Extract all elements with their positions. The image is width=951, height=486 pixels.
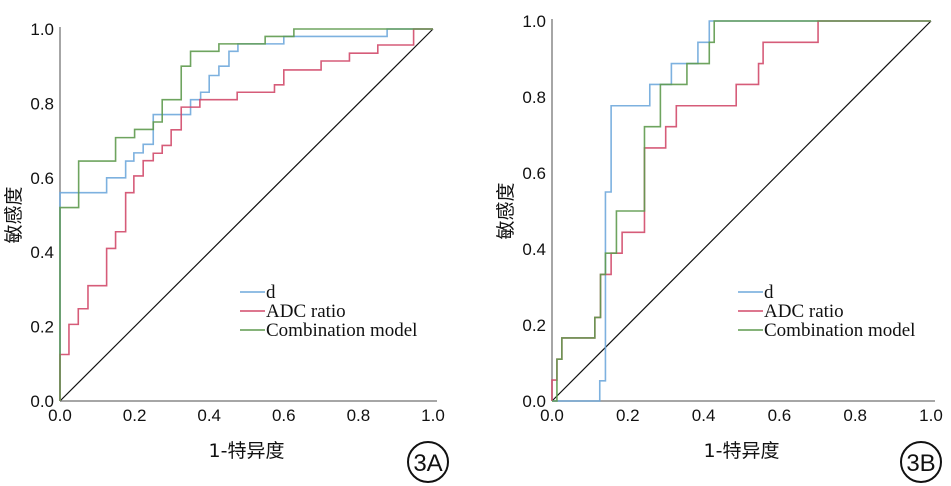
y-axis-title: 敏感度 [3,186,25,243]
x-axis-title: 1-特异度 [704,440,780,462]
legend-label: ADC ratio [266,301,346,322]
x-tick-label: 0.6 [768,406,792,425]
x-tick-label: 0.0 [48,406,72,425]
x-axis-title: 1-特异度 [209,440,285,462]
y-tick-label: 0.4 [522,240,546,259]
panel-label-circle [407,441,449,483]
x-tick-label: 0.4 [692,406,716,425]
y-tick-label: 0.8 [522,88,546,107]
y-tick-label: 0.4 [30,243,54,262]
y-tick-label: 0.8 [30,94,54,113]
roc-panel-3a: 0.0 0.2 0.4 0.6 0.8 1.0 0.0 0.2 0.4 0.6 0.8 1.0 1-特异… [3,20,449,483]
x-tick-label: 0.4 [197,406,221,425]
panel-label-circle [900,441,942,483]
y-tick-label: 0.2 [30,318,54,337]
legend-label: ADC ratio [764,301,844,322]
roc-curve-adc-ratio [59,28,433,401]
x-tick-label: 0.8 [347,406,371,425]
x-tick-label: 0.2 [123,406,147,425]
reference-diagonal [551,20,932,402]
x-tick-label: 1.0 [421,406,445,425]
legend-label: d [266,282,276,303]
roc-curve-d [552,20,931,402]
y-axis-title: 敏感度 [495,182,517,239]
x-tick-label: 0.0 [540,406,564,425]
y-tick-label: 0.6 [30,169,54,188]
panel-label: 3B [906,450,935,477]
y-tick-label: 1.0 [30,20,54,39]
y-tick-label: 0.2 [522,316,546,335]
legend-label: Combination model [764,320,915,341]
y-tick-label: 0.6 [522,164,546,183]
roc-curve-combination-model [59,28,433,401]
legend-label: d [764,282,774,303]
x-tick-label: 1.0 [919,406,943,425]
roc-curve-combination-model [552,20,931,402]
roc-panel-3b: 0.0 0.2 0.4 0.6 0.8 1.0 0.0 0.2 0.4 0.6 0.8 1.0 1-特异… [495,12,943,483]
x-tick-label: 0.2 [616,406,640,425]
y-tick-label: 0.0 [522,392,546,411]
x-tick-label: 0.8 [843,406,867,425]
x-tick-label: 0.6 [272,406,296,425]
reference-diagonal [59,28,434,402]
y-tick-label: 1.0 [522,12,546,31]
legend-label: Combination model [266,320,417,341]
y-tick-label: 0.0 [30,392,54,411]
panel-label: 3A [413,450,442,477]
